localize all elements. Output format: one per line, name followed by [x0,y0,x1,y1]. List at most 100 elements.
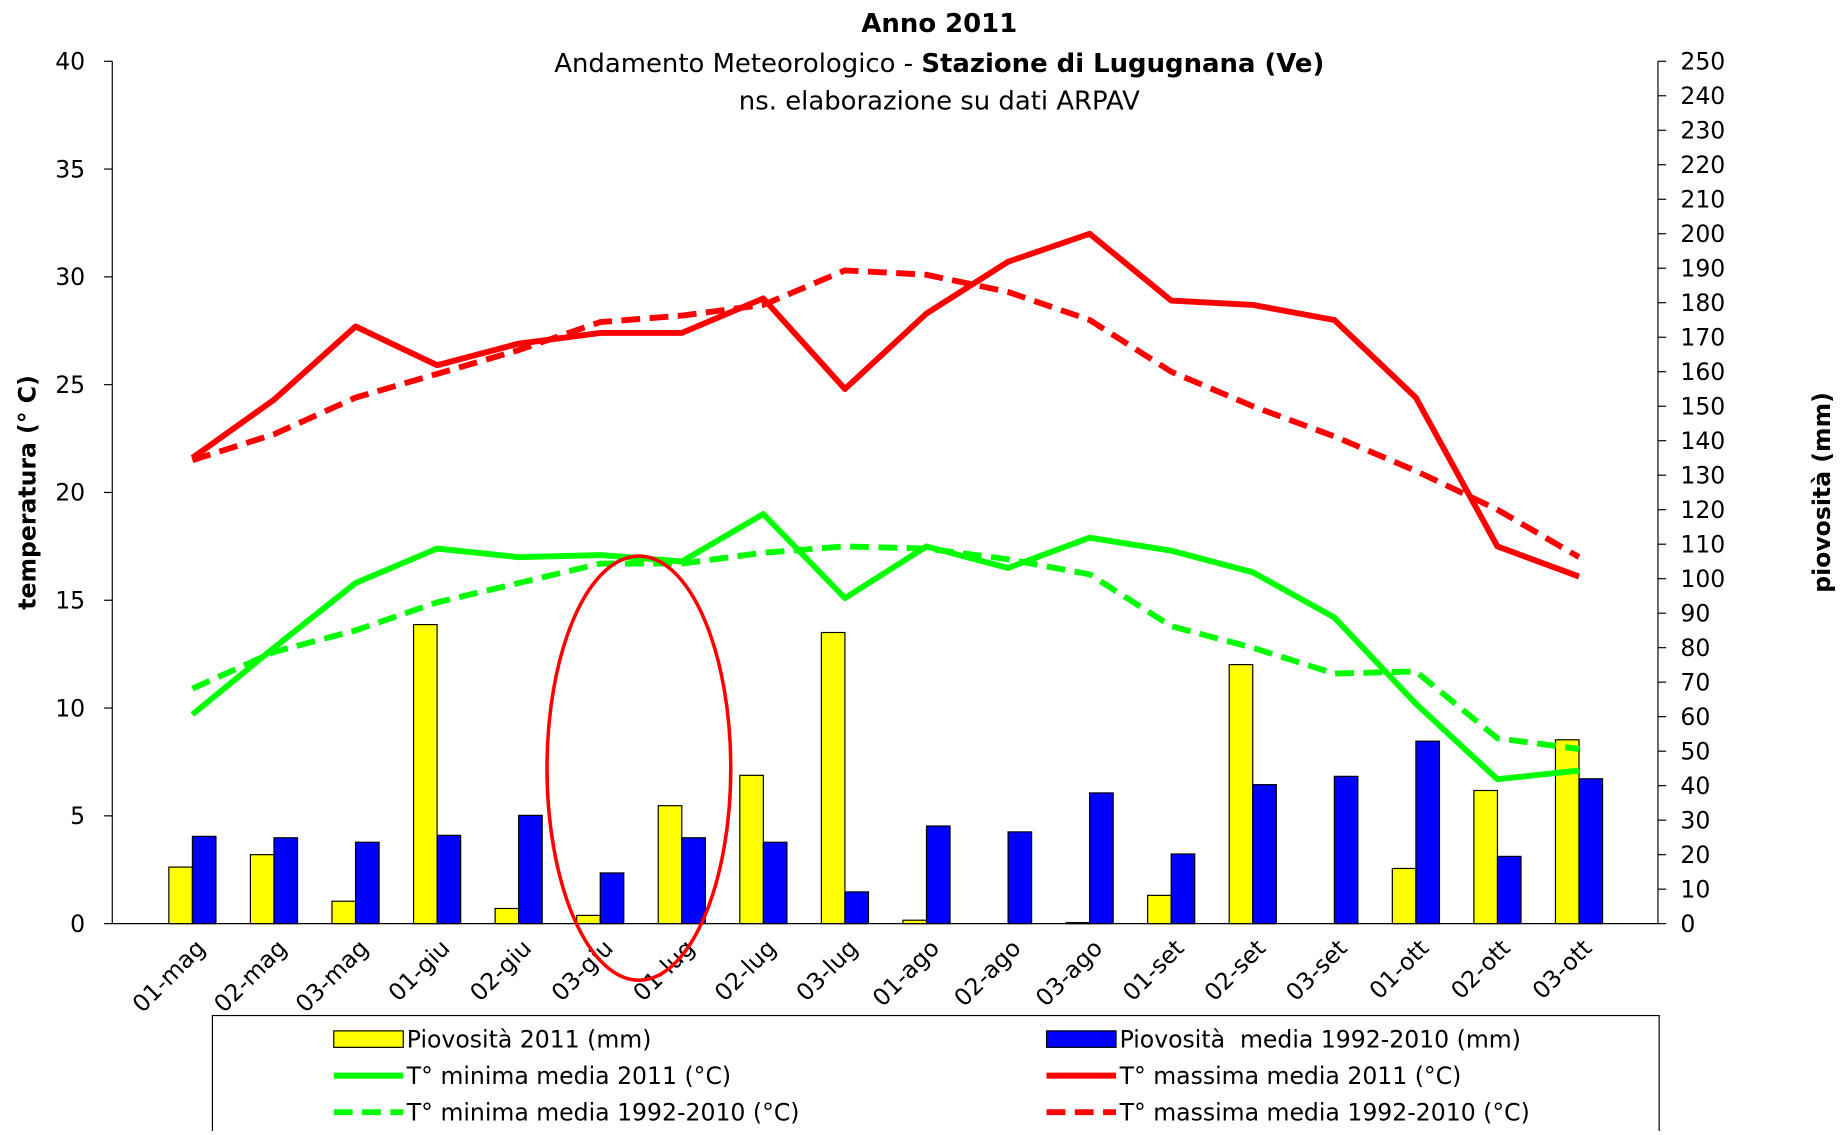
y2-tick-label: 190 [1680,254,1725,282]
chart-note: ns. elaborazione su dati ARPAV [739,87,1140,117]
legend-label: T° massima media 1992-2010 (°C) [1119,1098,1530,1126]
bar [599,872,625,925]
x-tick-label: 01-giu [383,934,456,1007]
y-axis-label: temperatura (° C) [14,375,42,610]
bar [681,837,706,925]
x-tick-label: 01-set [1117,934,1189,1006]
bar [1007,831,1033,925]
bar [518,814,543,925]
x-tick-label: 02-set [1199,934,1271,1006]
legend [211,1014,1660,1133]
bar [1228,663,1254,925]
highlight-ellipse [545,554,733,982]
y2-tick-label: 100 [1680,565,1725,593]
x-tick-label: 02-giu [464,934,537,1007]
bar [820,631,846,925]
bar [1473,789,1499,925]
bar [657,805,683,925]
y2-tick-label: 40 [1680,772,1710,800]
y2-tick-label: 30 [1680,806,1710,834]
bar [436,834,462,925]
y2-tick-label: 220 [1680,151,1725,179]
bar [249,854,275,925]
x-tick-label: 03-giu [546,934,619,1007]
x-tick-label: 01-ago [867,934,945,1012]
x-tick-label: 02-ott [1445,934,1516,1005]
y2-tick-label: 20 [1680,841,1710,869]
legend-label: T° minima media 1992-2010 (°C) [406,1098,800,1126]
plot-area: 0 5 10 15 20 25 30 35 40 0 10 20 30 40 50 60 70 80 90 100 11… [55,48,1725,1018]
x-tick-label: 03-set [1280,934,1352,1006]
bar [1065,922,1091,925]
x-tick-label: 03-ago [1030,934,1108,1012]
bar [902,919,928,925]
bar [844,891,870,925]
bar [1415,740,1441,925]
y-tick-label: 5 [70,802,85,830]
legend-label: Piovosità media 1992-2010 (mm) [1120,1025,1521,1053]
x-tick-label: 02-mag [208,934,292,1018]
y2-tick-label: 10 [1680,875,1710,903]
y2-tick-label: 230 [1680,117,1725,145]
y2-axis-label: piovosità (mm) [1808,392,1836,593]
y2-tick-label: 210 [1680,185,1725,213]
bar [273,837,299,925]
y2-tick-label: 120 [1680,496,1725,524]
bar [762,841,788,925]
legend-label: T° minima media 2011 (°C) [406,1062,731,1090]
bar [1496,855,1522,925]
legend-swatch [1045,1030,1117,1048]
line-series [190,230,1581,580]
bar [739,774,764,925]
y2-tick-label: 130 [1680,461,1725,489]
legend-label: T° massima media 2011 (°C) [1119,1062,1462,1090]
bar [412,623,438,925]
legend-swatch [333,1030,404,1048]
bar [1554,739,1580,925]
subtitle-text: Andamento Meteorologico - [554,49,921,79]
bar [354,841,380,925]
chart-title: Anno 2011 [861,9,1017,39]
bar [168,866,193,925]
x-tick-label: 03-mag [290,934,374,1018]
y2-tick-label: 250 [1680,48,1725,76]
legend-label: Piovosità 2011 (mm) [407,1025,652,1053]
y2-tick-label: 70 [1680,668,1710,696]
y-tick-label: 15 [55,587,85,615]
line-series [190,511,1580,783]
y-tick-label: 10 [55,694,85,722]
y2-tick-label: 240 [1680,82,1725,110]
y2-tick-label: 150 [1680,392,1725,420]
y2-tick-label: 180 [1680,289,1725,317]
y-tick-label: 20 [55,479,85,507]
y-tick-label: 30 [55,263,85,291]
x-tick-label: 02-lug [709,934,782,1007]
line-series [191,543,1580,752]
bar [1391,867,1417,925]
y2-tick-label: 170 [1680,323,1725,351]
x-tick-label: 01-ott [1364,934,1435,1005]
x-tick-label: 02-ago [948,934,1026,1012]
y2-tick-label: 50 [1680,737,1710,765]
y-tick-label: 0 [70,910,85,938]
bar [1170,853,1196,925]
bar [494,907,520,925]
y2-tick-label: 60 [1680,703,1710,731]
x-tick-label: 03-ott [1527,934,1598,1005]
y2-tick-label: 80 [1680,634,1710,662]
bar [1252,784,1277,925]
x-tick-label: 01-mag [127,934,211,1018]
bar [576,914,601,925]
station-name: Stazione di Lugugnana (Ve) [921,49,1324,79]
y2-tick-label: 140 [1680,427,1725,455]
y2-tick-label: 0 [1680,910,1695,938]
y2-tick-label: 200 [1680,220,1725,248]
bar [1333,775,1359,925]
bar [191,835,217,925]
x-tick-label: 03-lug [791,934,864,1007]
bar [331,900,357,925]
line-series [191,267,1581,560]
bar [925,825,951,925]
